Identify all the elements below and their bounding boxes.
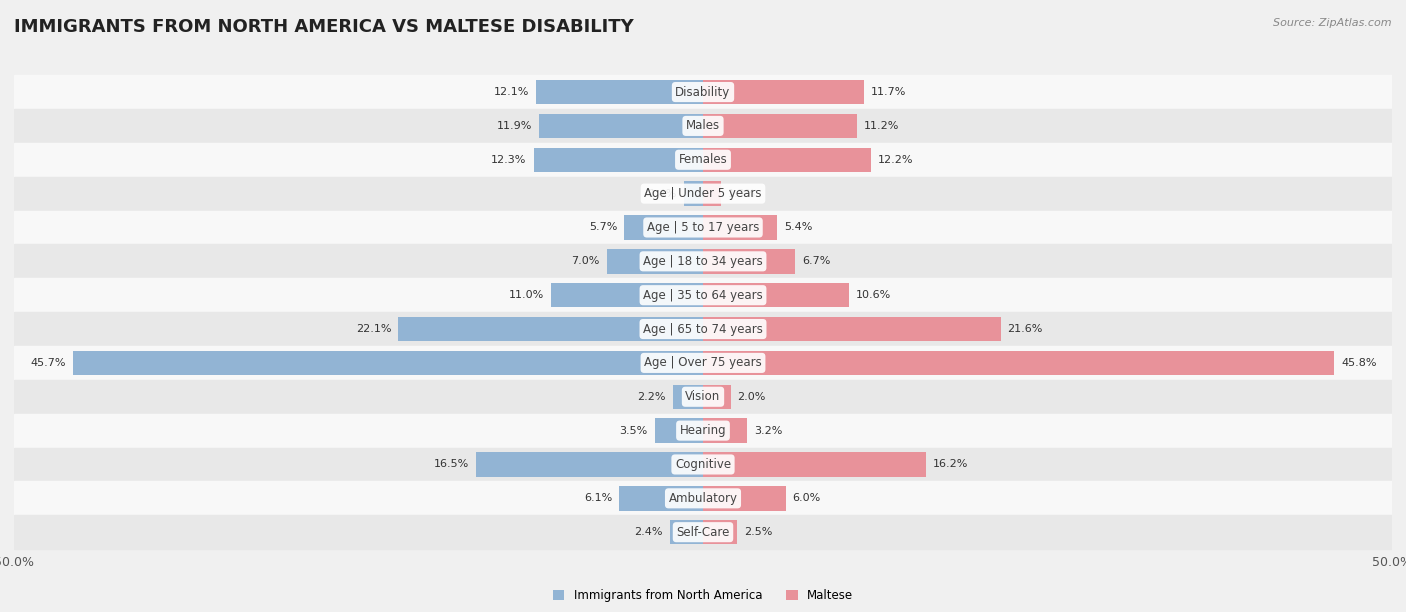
Text: 1.4%: 1.4% [648, 188, 676, 199]
Text: Females: Females [679, 153, 727, 166]
Text: 22.1%: 22.1% [356, 324, 392, 334]
Bar [655, 419, 703, 443]
Bar [551, 283, 703, 307]
Bar [669, 520, 703, 544]
Bar [703, 114, 858, 138]
Text: 2.4%: 2.4% [634, 527, 664, 537]
Bar [703, 351, 1334, 375]
Bar [703, 283, 849, 307]
Bar [536, 80, 703, 104]
Bar [683, 181, 703, 206]
Text: 2.0%: 2.0% [738, 392, 766, 401]
Text: Age | Over 75 years: Age | Over 75 years [644, 356, 762, 370]
Bar [14, 143, 1392, 177]
Text: 11.9%: 11.9% [496, 121, 531, 131]
Text: Age | 65 to 74 years: Age | 65 to 74 years [643, 323, 763, 335]
Text: Age | 18 to 34 years: Age | 18 to 34 years [643, 255, 763, 268]
Bar [14, 278, 1392, 312]
Text: IMMIGRANTS FROM NORTH AMERICA VS MALTESE DISABILITY: IMMIGRANTS FROM NORTH AMERICA VS MALTESE… [14, 18, 634, 36]
Bar [703, 452, 927, 477]
Text: 1.3%: 1.3% [728, 188, 756, 199]
Text: Source: ZipAtlas.com: Source: ZipAtlas.com [1274, 18, 1392, 28]
Text: Age | Under 5 years: Age | Under 5 years [644, 187, 762, 200]
Text: 45.7%: 45.7% [31, 358, 66, 368]
Text: 2.2%: 2.2% [637, 392, 666, 401]
Text: 3.5%: 3.5% [620, 425, 648, 436]
Text: 11.2%: 11.2% [865, 121, 900, 131]
Bar [619, 486, 703, 510]
Text: 7.0%: 7.0% [571, 256, 599, 266]
Bar [703, 317, 1001, 341]
Text: Age | 5 to 17 years: Age | 5 to 17 years [647, 221, 759, 234]
Bar [703, 147, 872, 172]
Text: Cognitive: Cognitive [675, 458, 731, 471]
Text: 6.1%: 6.1% [583, 493, 612, 503]
Text: 3.2%: 3.2% [754, 425, 782, 436]
Bar [14, 312, 1392, 346]
Bar [703, 181, 721, 206]
Bar [703, 486, 786, 510]
Bar [14, 211, 1392, 244]
Bar [14, 447, 1392, 482]
Bar [73, 351, 703, 375]
Bar [14, 482, 1392, 515]
Text: 45.8%: 45.8% [1341, 358, 1376, 368]
Text: 5.7%: 5.7% [589, 223, 617, 233]
Bar [398, 317, 703, 341]
Text: 11.0%: 11.0% [509, 290, 544, 300]
Bar [624, 215, 703, 240]
Bar [14, 515, 1392, 549]
Text: Disability: Disability [675, 86, 731, 99]
Bar [14, 244, 1392, 278]
Text: Males: Males [686, 119, 720, 132]
Bar [703, 80, 865, 104]
Text: Age | 35 to 64 years: Age | 35 to 64 years [643, 289, 763, 302]
Bar [703, 215, 778, 240]
Bar [703, 384, 731, 409]
Text: 6.0%: 6.0% [793, 493, 821, 503]
Bar [14, 109, 1392, 143]
Bar [533, 147, 703, 172]
Text: 16.2%: 16.2% [934, 460, 969, 469]
Bar [703, 419, 747, 443]
Text: 10.6%: 10.6% [856, 290, 891, 300]
Bar [14, 346, 1392, 380]
Text: Self-Care: Self-Care [676, 526, 730, 539]
Bar [538, 114, 703, 138]
Text: 6.7%: 6.7% [803, 256, 831, 266]
Bar [475, 452, 703, 477]
Bar [14, 177, 1392, 211]
Bar [14, 75, 1392, 109]
Text: 21.6%: 21.6% [1008, 324, 1043, 334]
Text: Hearing: Hearing [679, 424, 727, 437]
Text: 11.7%: 11.7% [872, 87, 907, 97]
Bar [703, 249, 796, 274]
Text: 5.4%: 5.4% [785, 223, 813, 233]
Text: Ambulatory: Ambulatory [668, 492, 738, 505]
Bar [703, 520, 738, 544]
Text: Vision: Vision [685, 390, 721, 403]
Bar [672, 384, 703, 409]
Text: 12.3%: 12.3% [491, 155, 527, 165]
Text: 12.2%: 12.2% [877, 155, 914, 165]
Bar [14, 380, 1392, 414]
Bar [14, 414, 1392, 447]
Text: 16.5%: 16.5% [433, 460, 468, 469]
Legend: Immigrants from North America, Maltese: Immigrants from North America, Maltese [553, 589, 853, 602]
Bar [606, 249, 703, 274]
Text: 12.1%: 12.1% [494, 87, 530, 97]
Text: 2.5%: 2.5% [744, 527, 773, 537]
